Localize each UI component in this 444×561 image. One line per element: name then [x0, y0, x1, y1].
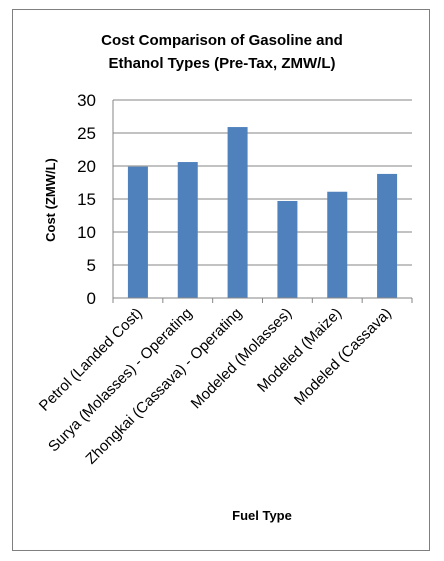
- bars: [127, 127, 398, 298]
- x-axis-title: Fuel Type: [232, 508, 292, 523]
- bar: [127, 166, 148, 298]
- gridlines: [113, 99, 412, 266]
- x-category-labels: Petrol (Landed Cost)Surya (Molasses) - O…: [36, 305, 395, 468]
- chart-frame: [12, 9, 430, 551]
- y-tick-label: 20: [77, 157, 96, 176]
- axes: [112, 100, 413, 303]
- chart-title-line-1: Cost Comparison of Gasoline and: [101, 32, 343, 49]
- bar: [227, 127, 248, 298]
- y-tick-label: 25: [77, 124, 96, 143]
- chart-title-line-2: Ethanol Types (Pre-Tax, ZMW/L): [109, 55, 336, 72]
- y-tick-label: 5: [87, 256, 96, 275]
- x-category-label: Modeled (Maize): [254, 305, 345, 396]
- y-tick-label: 30: [77, 91, 96, 110]
- bar: [177, 162, 198, 298]
- y-tick-labels: 0 5 10 15 20 25 30: [77, 91, 96, 308]
- y-axis-title: Cost (ZMW/L): [43, 158, 58, 242]
- y-tick-label: 10: [77, 223, 96, 242]
- y-tick-label: 0: [87, 289, 96, 308]
- bar: [327, 191, 348, 298]
- y-tick-label: 15: [77, 190, 96, 209]
- bar: [377, 173, 398, 298]
- x-category-label: Modeled (Cassava): [291, 305, 395, 409]
- bar: [277, 200, 298, 298]
